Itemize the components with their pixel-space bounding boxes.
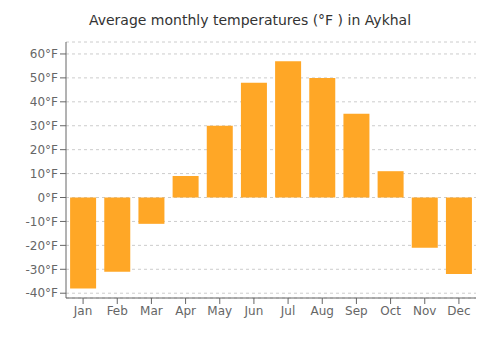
html-text:Average monthly temperatures (: Average monthly temperatures (°F ) in Ay…	[88, 12, 412, 28]
svg-text:Jun: Jun	[244, 304, 264, 318]
svg-text:-30°F: -30°F	[25, 263, 58, 277]
svg-text:-20°F: -20°F	[25, 239, 58, 253]
svg-text:0°F: 0°F	[37, 191, 58, 205]
svg-text:Aug: Aug	[311, 304, 334, 318]
svg-text:10°F: 10°F	[30, 167, 58, 181]
svg-text:60°F: 60°F	[30, 47, 58, 61]
svg-text:-40°F: -40°F	[25, 286, 58, 300]
svg-text:20°F: 20°F	[30, 143, 58, 157]
svg-text:Oct: Oct	[380, 304, 401, 318]
svg-text:40°F: 40°F	[30, 95, 58, 109]
svg-text:Apr: Apr	[175, 304, 196, 318]
svg-text:Jan: Jan	[73, 304, 93, 318]
svg-text:Mar: Mar	[140, 304, 163, 318]
svg-text:Jul: Jul	[280, 304, 295, 318]
svg-text:30°F: 30°F	[30, 119, 58, 133]
svg-text:Nov: Nov	[413, 304, 436, 318]
svg-text:Sep: Sep	[345, 304, 368, 318]
svg-text:Dec: Dec	[447, 304, 470, 318]
svg-text:50°F: 50°F	[30, 71, 58, 85]
svg-text:Feb: Feb	[107, 304, 128, 318]
svg-text:-10°F: -10°F	[25, 215, 58, 229]
svg-text:May: May	[207, 304, 232, 318]
